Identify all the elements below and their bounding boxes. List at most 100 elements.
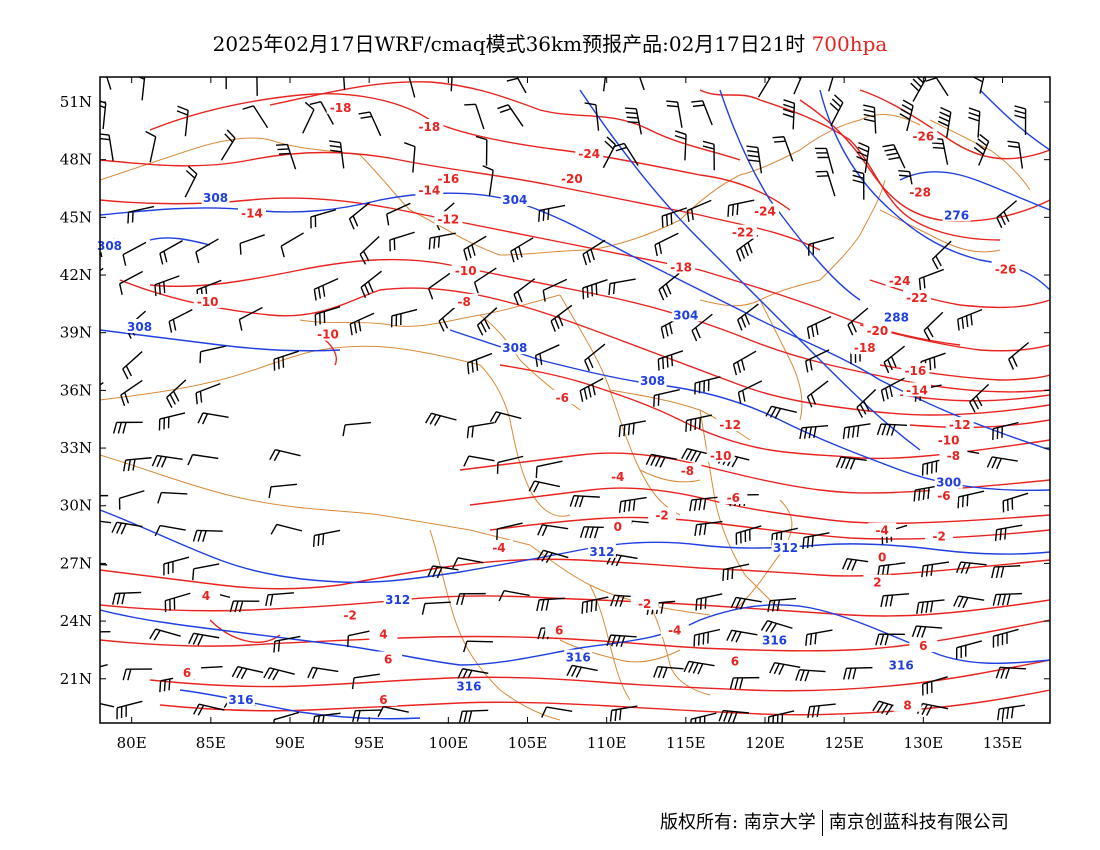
wind-barb-flag <box>116 593 121 605</box>
wind-barb-flag <box>537 627 542 640</box>
wind-barb-flag <box>332 61 343 63</box>
wind-barb-flag <box>845 457 851 469</box>
wind-barb-flag <box>921 626 927 638</box>
wind-barb-flag <box>799 427 803 440</box>
wind-barb-shaft <box>193 563 220 570</box>
wind-barb-flag <box>852 174 864 179</box>
wind-barb-flag <box>277 148 289 151</box>
wind-barb-flag <box>590 600 593 612</box>
wind-barb-flag <box>847 324 854 336</box>
wind-barb-flag <box>858 141 870 148</box>
contour-label: 304 <box>673 308 698 322</box>
wind-barb-flag <box>317 715 321 723</box>
contour-label-bg <box>903 382 931 397</box>
wind-barb-flag <box>202 530 207 542</box>
wind-barb-flag <box>429 414 437 425</box>
wind-barb-shaft <box>979 77 985 94</box>
wind-barb-flag <box>698 498 702 511</box>
contour-label: 6 <box>379 693 387 707</box>
wind-barb-flag <box>729 677 734 690</box>
wind-barb-flag <box>811 706 816 718</box>
wind-barb-flag <box>475 359 479 371</box>
wind-barb-flag <box>122 459 127 472</box>
wind-barbs <box>100 61 1030 723</box>
wind-barb-shaft <box>450 77 453 92</box>
wind-barb-flag <box>265 594 269 607</box>
wind-barb-flag <box>805 634 808 646</box>
wind-barb-flag <box>309 101 322 106</box>
wind-barb-flag <box>348 218 355 230</box>
wind-barb-flag <box>807 706 811 719</box>
wind-barb-flag <box>816 705 820 718</box>
wind-barb-shaft <box>360 270 382 288</box>
wind-barb-flag <box>703 523 707 535</box>
wind-barb-flag <box>579 526 585 538</box>
wind-barb-flag <box>628 499 631 512</box>
contour-label-bg <box>929 488 958 503</box>
wind-barb-flag <box>898 169 910 173</box>
wind-barb-flag <box>614 709 617 722</box>
wind-barb-flag <box>312 716 316 723</box>
wind-barb-flag <box>268 486 272 499</box>
contour-label-bg <box>706 447 735 462</box>
lon-label: 125E <box>824 734 864 752</box>
wind-barb-shaft <box>474 267 497 283</box>
wind-barb-flag <box>626 116 639 119</box>
lat-label: 48N <box>60 151 92 169</box>
wind-barb-flag <box>765 621 773 633</box>
wind-barb-flag <box>111 593 116 605</box>
wind-barb-flag <box>973 146 984 155</box>
wind-barb-shaft <box>957 309 983 320</box>
wind-barb-shaft <box>516 77 527 94</box>
wind-barb-flag <box>480 321 487 333</box>
wind-barb-shaft <box>690 712 717 720</box>
wind-barb-shaft <box>828 77 834 92</box>
contour-label-bg <box>671 307 700 322</box>
contour-label-bg <box>934 474 963 489</box>
wind-barb-flag <box>694 451 702 463</box>
wind-barb-flag <box>528 480 536 492</box>
contour-label: 0 <box>878 551 886 565</box>
wind-barb-shaft <box>535 344 560 357</box>
contour-label-bg <box>434 211 463 226</box>
wind-barb-flag <box>748 159 760 163</box>
wind-barb-shaft <box>996 200 1018 219</box>
copyright-owner: 版权所有: 南京大学 <box>660 812 816 833</box>
wind-barb-flag <box>613 142 625 148</box>
wind-barb-flag <box>627 121 640 124</box>
wind-barb-flag <box>585 601 589 613</box>
wind-barb-flag <box>886 424 892 436</box>
contour-label-bg <box>934 432 963 447</box>
wind-barb-flag <box>482 165 494 171</box>
wind-barb-flag <box>810 393 817 405</box>
contour-label: -8 <box>457 295 470 309</box>
wind-barb-flag <box>1010 706 1014 719</box>
contour-label: -10 <box>938 433 960 447</box>
wind-barb-flag <box>911 625 917 638</box>
wind-barb-shaft <box>826 171 836 197</box>
contour-label-bg <box>193 293 222 308</box>
wind-barb-shaft <box>195 238 219 253</box>
wind-barb-flag <box>313 289 317 301</box>
wind-barb-flag <box>916 77 924 84</box>
wind-barb-flag <box>111 521 118 533</box>
wind-barb-flag <box>925 77 937 82</box>
wind-barb-flag <box>683 661 690 673</box>
wind-barb-flag <box>322 533 325 546</box>
wind-barb-flag <box>534 355 539 367</box>
wind-barb-flag <box>935 255 942 267</box>
wind-barb-flag <box>901 104 913 111</box>
wind-barb-flag <box>912 78 922 88</box>
temperature-contours <box>100 81 1050 716</box>
wind-barb-shaft <box>273 350 300 360</box>
wind-barb-shaft <box>546 706 573 713</box>
wind-barb-flag <box>992 594 997 606</box>
wind-barb-flag <box>774 408 782 419</box>
wind-barb-flag <box>234 600 239 613</box>
wind-barb-flag <box>158 283 161 295</box>
wind-barb-shaft <box>239 234 265 245</box>
wind-barb-flag <box>358 111 371 115</box>
wind-barb-flag <box>930 564 934 576</box>
wind-barb-flag <box>846 559 853 571</box>
wind-barb-shaft <box>315 306 341 316</box>
